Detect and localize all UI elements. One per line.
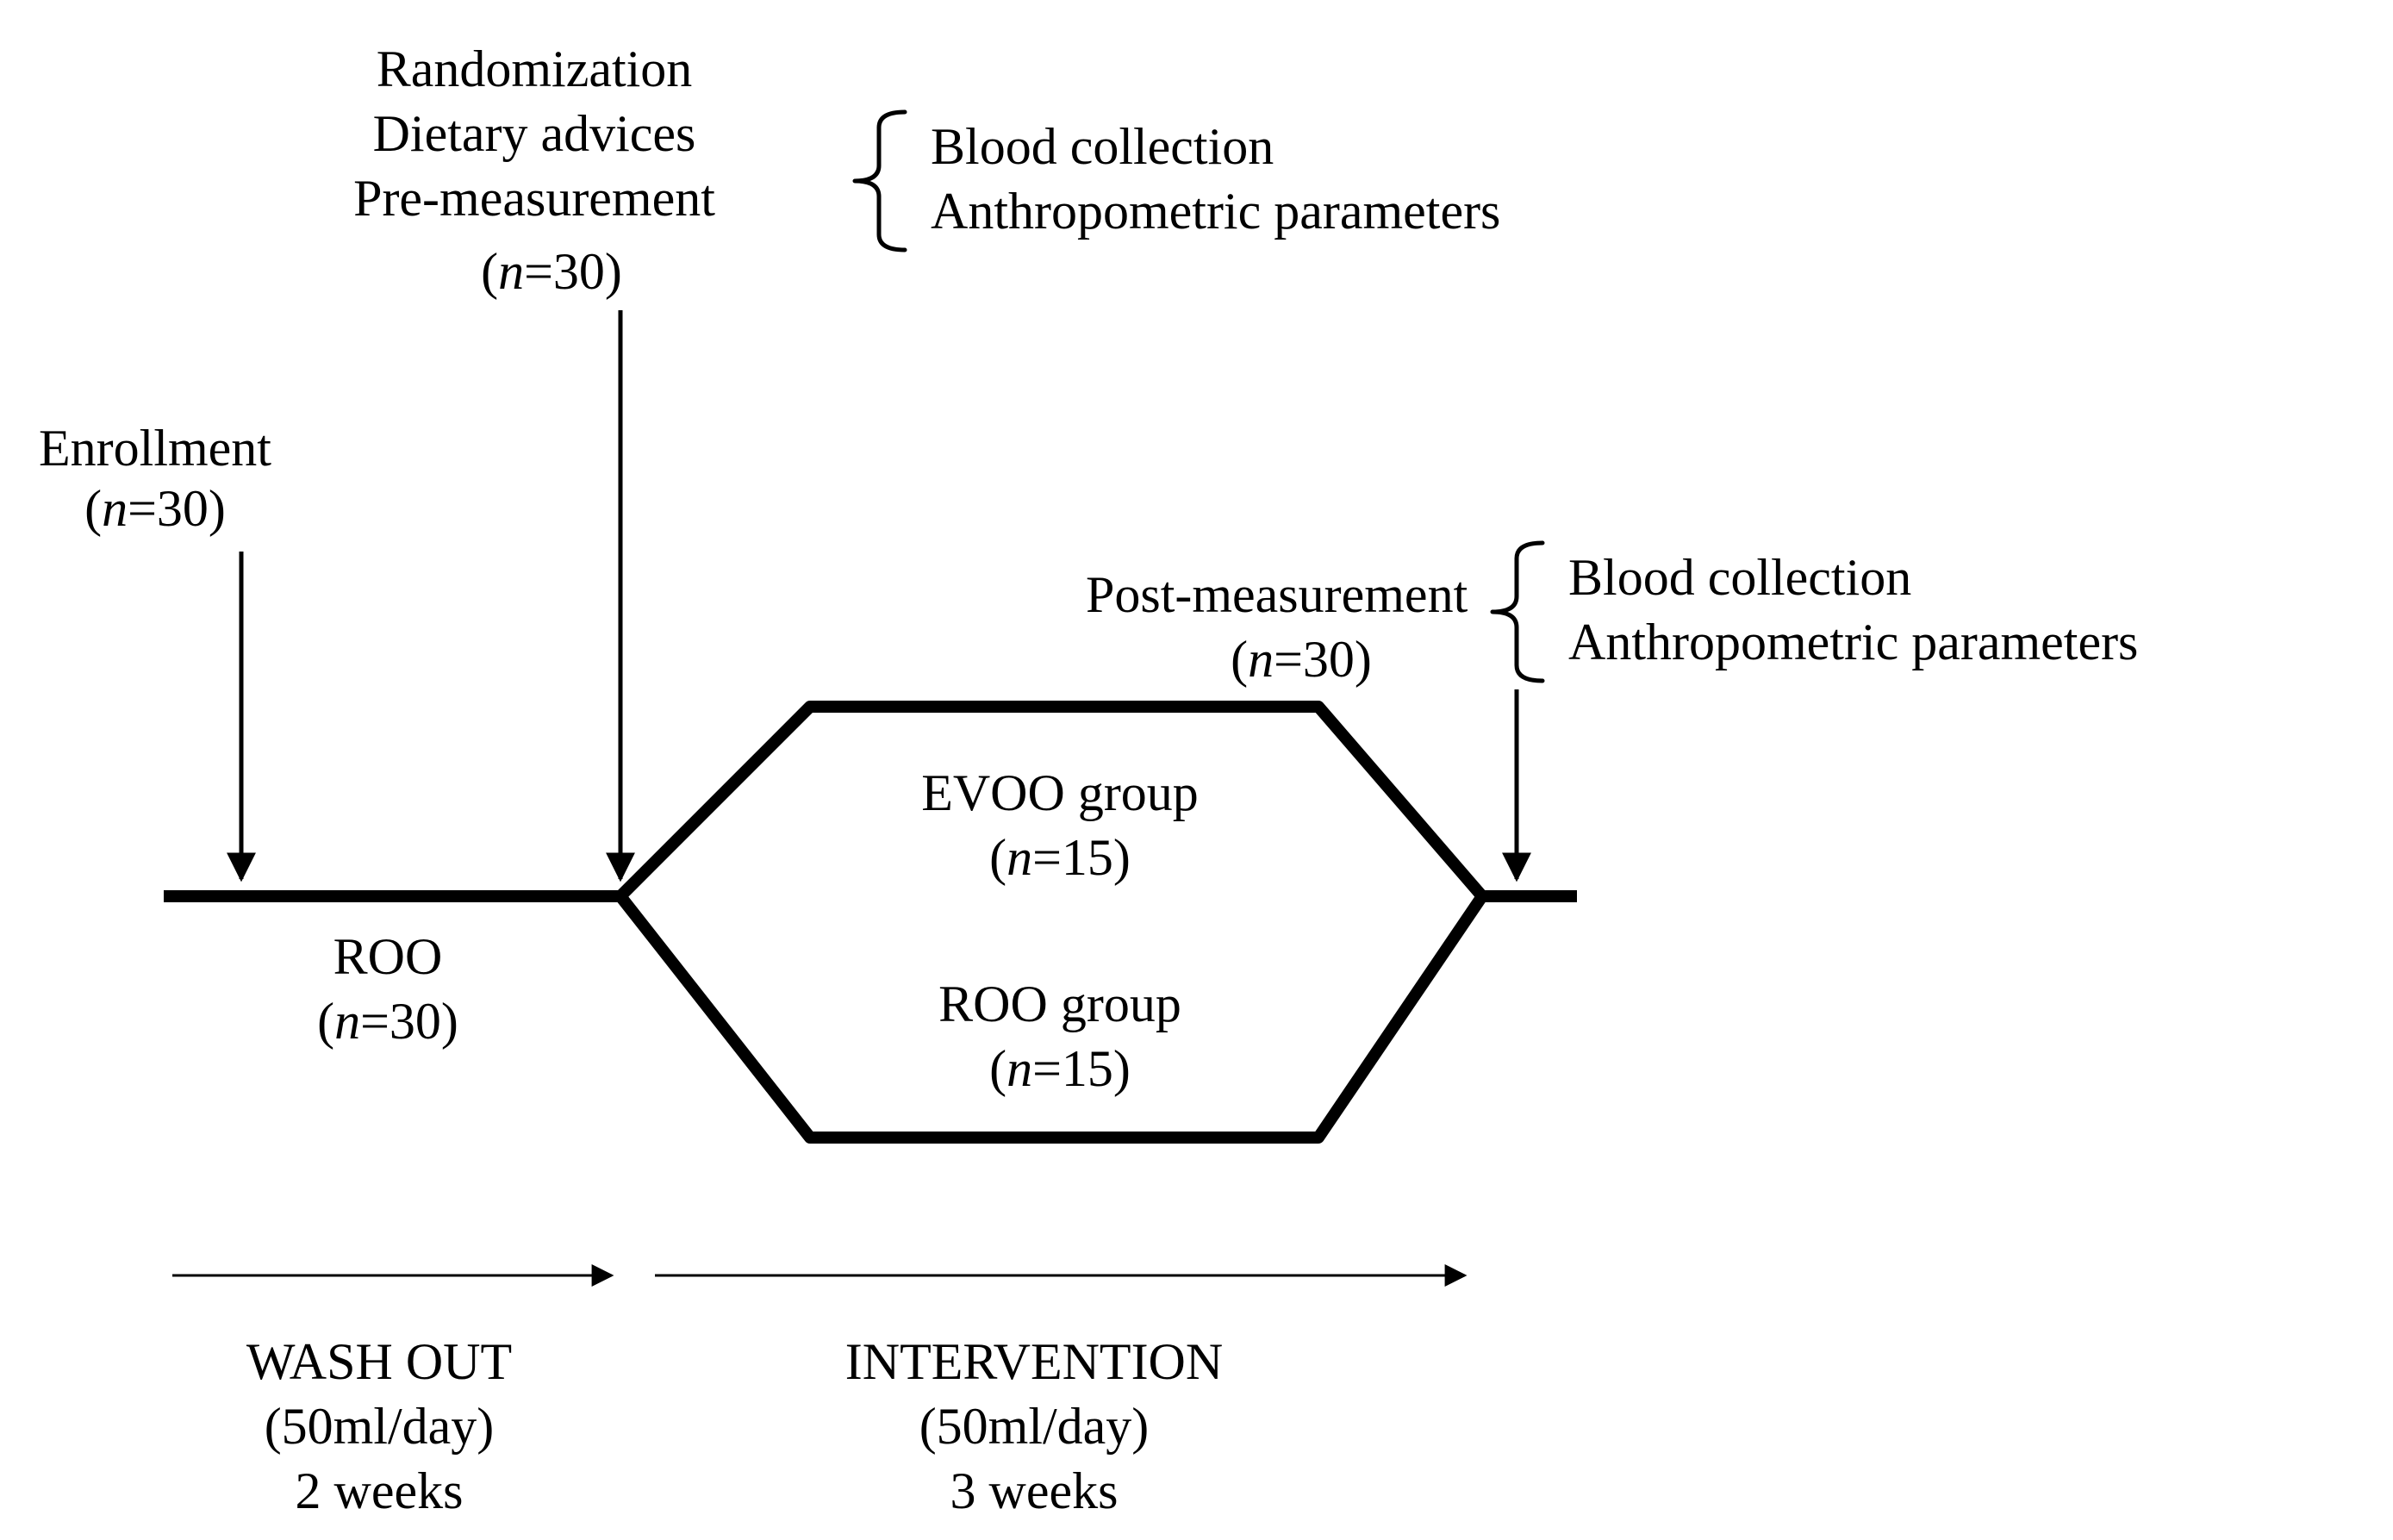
post-measurement-label: Post-measurement — [1086, 566, 1468, 623]
intervention-duration: 3 weeks — [950, 1462, 1119, 1519]
roo-washout-n: (n=30) — [317, 993, 458, 1050]
pre-item-blood: Blood collection — [931, 118, 1274, 175]
randomization-label: Randomization — [377, 41, 693, 97]
roo-washout-label: ROO — [333, 928, 443, 985]
enrollment-label: Enrollment — [39, 420, 271, 477]
post-item-blood: Blood collection — [1568, 549, 1911, 606]
washout-title: WASH OUT — [246, 1333, 512, 1390]
evoo-group-label: EVOO group — [921, 764, 1199, 821]
pre-measurement-label: Pre-measurement — [353, 170, 715, 227]
pre-measurement-n: (n=30) — [481, 243, 622, 300]
dietary-advices-label: Dietary advices — [373, 105, 696, 162]
post-bracket — [1493, 543, 1542, 681]
post-item-anthro: Anthropometric parameters — [1568, 614, 2138, 670]
roo-group-label: ROO group — [938, 976, 1181, 1032]
enrollment-n: (n=30) — [84, 480, 226, 537]
intervention-dose: (50ml/day) — [919, 1398, 1150, 1455]
washout-duration: 2 weeks — [296, 1462, 464, 1519]
evoo-group-n: (n=15) — [989, 829, 1131, 886]
pre-item-anthro: Anthropometric parameters — [931, 183, 1500, 240]
intervention-title: INTERVENTION — [845, 1333, 1223, 1390]
washout-dose: (50ml/day) — [265, 1398, 495, 1455]
post-measurement-n: (n=30) — [1231, 631, 1372, 688]
pre-bracket — [855, 112, 905, 250]
roo-group-n: (n=15) — [989, 1040, 1131, 1097]
